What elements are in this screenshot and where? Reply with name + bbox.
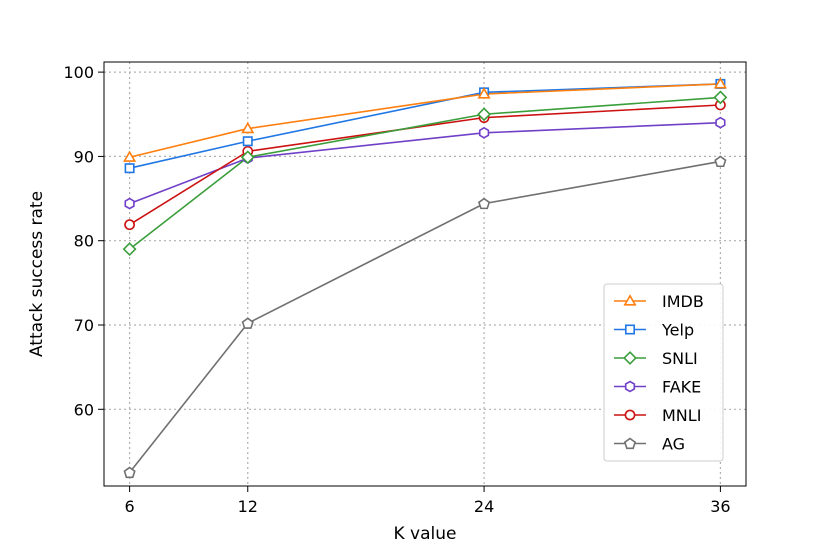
legend-marker-snli — [623, 351, 637, 365]
data-point-fake — [124, 197, 135, 210]
y-tick-label: 90 — [74, 147, 94, 166]
data-point-snli — [713, 90, 728, 105]
y-tick-label: 60 — [74, 400, 94, 419]
data-point-yelp — [242, 136, 253, 147]
legend-marker-mnli — [624, 409, 636, 421]
series-line-ag — [128, 160, 721, 474]
data-point-snli — [122, 242, 137, 257]
data-point-ag — [241, 317, 254, 329]
series-line-snli — [129, 96, 721, 250]
series-line-yelp — [129, 83, 721, 169]
legend-label-mnli: MNLI — [662, 406, 701, 425]
y-tick-label: 100 — [63, 63, 94, 82]
legend-marker-ag — [623, 437, 637, 450]
x-tick-label: 12 — [238, 497, 258, 516]
legend-label-imdb: IMDB — [662, 292, 704, 311]
x-axis-label: K value — [394, 524, 457, 544]
x-tick-label: 24 — [474, 497, 494, 516]
legend: IMDB Yelp SNLI FAKE MNLI AG — [603, 283, 724, 462]
x-tick-label: 36 — [710, 497, 730, 516]
data-point-mnli — [124, 219, 136, 231]
legend-label-yelp: Yelp — [661, 321, 694, 340]
plot-frame — [103, 61, 747, 487]
data-point-ag — [123, 466, 136, 479]
data-point-imdb — [241, 121, 255, 134]
series-line-mnli — [129, 104, 721, 226]
series-lines — [128, 83, 721, 474]
legend-label-snli: SNLI — [662, 349, 698, 368]
x-tick-label: 6 — [125, 497, 135, 516]
legend-marker-yelp — [624, 324, 635, 335]
data-point-imdb — [477, 87, 491, 99]
y-axis-label: Attack success rate — [27, 191, 47, 357]
data-point-ag — [714, 155, 727, 168]
legend-marker-fake — [624, 380, 636, 393]
legend-label-fake: FAKE — [662, 378, 701, 397]
series-markers — [122, 77, 728, 479]
data-point-snli — [477, 107, 492, 122]
data-point-snli — [240, 150, 255, 165]
legend-marker-imdb — [623, 294, 637, 306]
y-tick-label: 70 — [74, 316, 94, 335]
series-line-imdb — [129, 83, 721, 159]
data-point-ag — [477, 197, 491, 210]
series-line-fake — [129, 121, 721, 205]
data-point-imdb — [123, 150, 137, 162]
data-point-fake — [715, 116, 726, 129]
data-point-fake — [478, 126, 490, 139]
legend-label-ag: AG — [662, 435, 685, 454]
data-point-yelp — [124, 163, 135, 174]
axis-ticks: 6 12 24 36 60 70 80 90 100 — [63, 63, 730, 516]
data-point-imdb — [713, 77, 727, 89]
y-tick-label: 80 — [74, 232, 94, 251]
